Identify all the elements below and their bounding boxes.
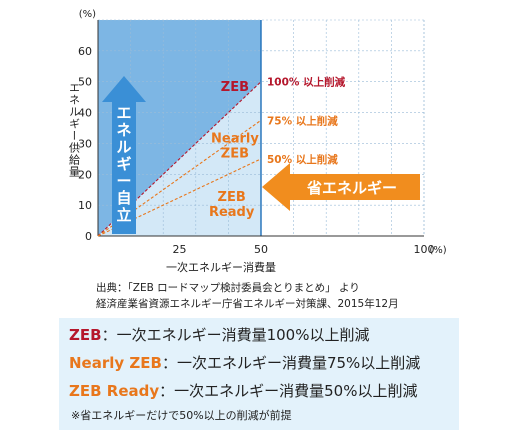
self-sufficiency-char: ル	[116, 138, 131, 156]
y-tick-label: 30	[78, 137, 92, 150]
x-tick-label: 25	[173, 243, 187, 256]
self-sufficiency-char: 自	[116, 189, 131, 207]
source-line-1: 出典：「ZEB ロードマップ検討委員会とりまとめ」 より	[96, 282, 360, 294]
y-tick-label: 10	[78, 199, 92, 212]
self-sufficiency-char: ギ	[116, 155, 131, 173]
legend-note: ※省エネルギーだけで50%以上の削減が前提	[71, 409, 292, 422]
legend-row-nearly-zeb: Nearly ZEB：一次エネルギー消費量75%以上削減	[69, 352, 420, 373]
legend-term-zeb-ready: ZEB Ready	[69, 382, 160, 400]
x-tick-label: 100	[414, 243, 435, 256]
legend-row-zeb: ZEB：一次エネルギー消費量100%以上削減	[69, 324, 369, 345]
self-sufficiency-char: ー	[116, 172, 131, 190]
x-unit-label: (%)	[429, 245, 446, 256]
series-line-2	[97, 119, 262, 237]
nearly-zeb-label-1: Nearly	[211, 131, 259, 146]
energy-saving-arrow-label: 省エネルギー	[306, 179, 397, 197]
threshold-label-3: 50% 以上削減	[267, 153, 338, 166]
self-sufficiency-char: ネ	[116, 121, 131, 139]
y-tick-label: 0	[85, 230, 92, 243]
zeb-ready-label-1: ZEB	[218, 190, 246, 205]
energy-saving-arrow	[262, 163, 420, 211]
legend-desc-zeb: ：一次エネルギー消費量100%以上削減	[101, 326, 370, 344]
x-axis-title: 一次エネルギー消費量	[166, 260, 276, 274]
zeb-region-label: ZEB	[221, 80, 249, 95]
legend-term-nearly-zeb: Nearly ZEB	[69, 354, 162, 372]
legend-desc-zeb-ready: ：一次エネルギー消費量50%以上削減	[159, 382, 418, 400]
y-tick-label: 20	[78, 168, 92, 181]
self-sufficiency-char: エ	[116, 104, 131, 122]
legend-term-zeb: ZEB	[69, 326, 102, 344]
legend-row-zeb-ready: ZEB Ready：一次エネルギー消費量50%以上削減	[69, 380, 417, 401]
y-tick-label: 40	[78, 107, 92, 120]
y-tick-label: 60	[78, 45, 92, 58]
self-sufficiency-char: 立	[116, 206, 131, 224]
zeb-ready-label-2: Ready	[209, 205, 255, 220]
source-line-2: 経済産業省資源エネルギー庁省エネルギー対策課、2015年12月	[96, 298, 399, 310]
y-tick-label: 50	[78, 76, 92, 89]
legend-desc-nearly-zeb: ：一次エネルギー消費量75%以上削減	[161, 354, 421, 372]
threshold-label-2: 75% 以上削減	[267, 114, 338, 127]
self-sufficiency-arrow	[102, 76, 146, 234]
nearly-zeb-label-2: ZEB	[221, 146, 249, 161]
legend-box: ZEB：一次エネルギー消費量100%以上削減 Nearly ZEB：一次エネルギ…	[59, 318, 459, 430]
y-axis-title: エネルギー供給量	[68, 82, 81, 178]
y-unit-label: (%)	[79, 9, 96, 20]
x-tick-label: 50	[254, 243, 268, 256]
threshold-label-1: 100% 以上削減	[267, 76, 346, 89]
shade-region-dark	[98, 20, 261, 236]
